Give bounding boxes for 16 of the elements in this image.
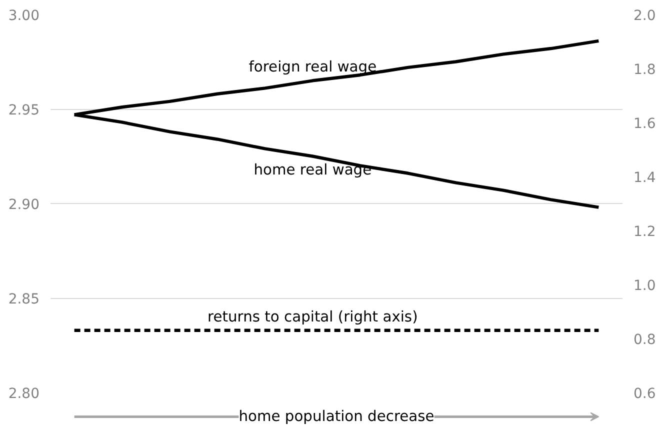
y2-tick-label: 0.6 (634, 386, 656, 402)
series-label: foreign real wage (248, 58, 377, 76)
y-tick-label: 2.80 (8, 386, 40, 402)
text: home population decrease (238, 408, 434, 426)
y2-tick-label: 1.6 (634, 116, 656, 132)
y2-tick-label: 1.4 (634, 170, 656, 186)
y2-tick-label: 1.2 (634, 224, 656, 240)
y-tick-label: 2.95 (8, 102, 40, 118)
y-tick-label: 2.90 (8, 197, 40, 213)
series-label: returns to capital (right axis) (208, 308, 418, 326)
y2-tick-label: 2.0 (634, 8, 656, 24)
y2-tick-label: 0.8 (634, 332, 656, 348)
y2-tick-label: 1.8 (634, 62, 656, 78)
y2-tick-label: 1.0 (634, 278, 656, 294)
y-tick-label: 2.85 (8, 292, 40, 308)
y-tick-label: 3.00 (8, 8, 40, 24)
